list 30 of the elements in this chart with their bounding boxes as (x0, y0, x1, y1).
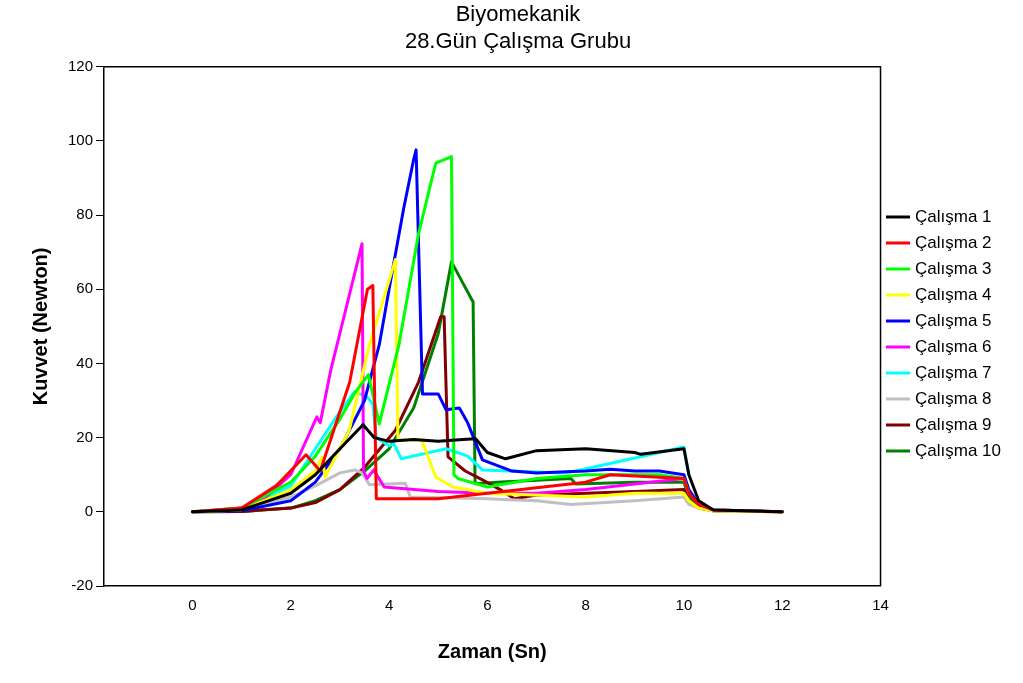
legend-label: Çalışma 10 (915, 440, 1001, 460)
x-tick-label: 4 (384, 596, 394, 614)
y-tick-label: 100 (68, 131, 94, 149)
y-tick-label: 60 (76, 279, 94, 297)
legend-label: Çalışma 3 (915, 258, 992, 278)
legend-label: Çalışma 4 (915, 284, 992, 304)
y-tick-label: 20 (76, 427, 94, 445)
y-axis-title: Kuvvet (Newton) (28, 247, 51, 406)
legend-label: Çalışma 5 (915, 310, 992, 330)
x-tick-label: 10 (675, 596, 693, 614)
y-tick-label: 40 (76, 353, 94, 371)
y-tick-label: -20 (71, 576, 94, 594)
x-tick-label: 14 (872, 596, 889, 614)
legend-label: Çalışma 2 (915, 232, 992, 252)
legend-label: Çalışma 7 (915, 362, 992, 382)
legend-label: Çalışma 9 (915, 414, 992, 434)
y-tick-label: 0 (84, 501, 94, 519)
legend-label: Çalışma 8 (915, 388, 992, 408)
legend-label: Çalışma 1 (915, 206, 992, 226)
chart-title: Biyomekanik (455, 1, 582, 27)
y-tick-label: 120 (68, 56, 94, 74)
y-tick-label: 80 (76, 205, 94, 223)
x-tick-label: 2 (286, 596, 295, 614)
legend-label: Çalışma 6 (915, 336, 992, 356)
x-tick-label: 8 (581, 596, 590, 614)
x-tick-label: 6 (483, 596, 492, 614)
chart-subtitle: 28.Gün Çalışma Grubu (404, 27, 632, 53)
x-tick-label: 0 (188, 596, 197, 614)
x-axis-title: Zaman (Sn) (437, 639, 547, 662)
x-tick-label: 12 (773, 596, 791, 614)
